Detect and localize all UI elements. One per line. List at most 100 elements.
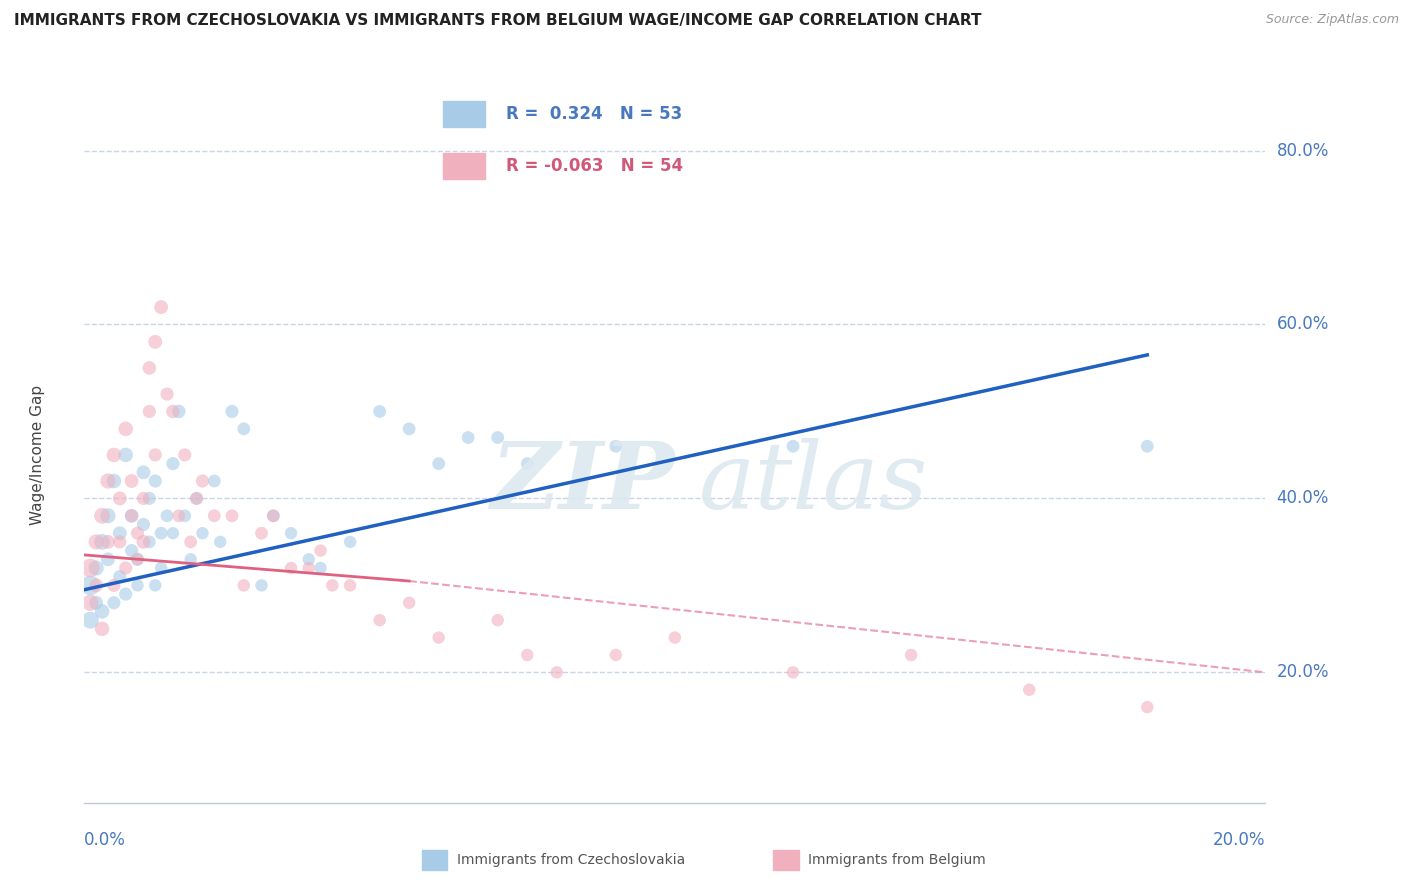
Point xyxy=(138,491,160,506)
Point xyxy=(97,508,120,523)
Point xyxy=(262,508,284,523)
Point xyxy=(202,474,225,488)
Point xyxy=(84,561,107,575)
Point xyxy=(91,622,114,636)
Point xyxy=(97,552,120,566)
Bar xyxy=(443,101,485,127)
Point xyxy=(114,561,136,575)
Point xyxy=(127,578,149,592)
Text: IMMIGRANTS FROM CZECHOSLOVAKIA VS IMMIGRANTS FROM BELGIUM WAGE/INCOME GAP CORREL: IMMIGRANTS FROM CZECHOSLOVAKIA VS IMMIGR… xyxy=(14,13,981,29)
Point xyxy=(127,552,149,566)
Point xyxy=(202,508,225,523)
Point xyxy=(108,570,131,584)
Point xyxy=(339,578,361,592)
Point xyxy=(84,596,107,610)
Point xyxy=(427,457,450,471)
Point xyxy=(84,578,107,592)
Point xyxy=(79,596,101,610)
Text: ZIP: ZIP xyxy=(491,438,675,528)
Point xyxy=(121,474,143,488)
Point xyxy=(782,439,804,453)
Text: 20.0%: 20.0% xyxy=(1213,830,1265,848)
Point xyxy=(150,300,173,314)
Bar xyxy=(443,153,485,178)
Point xyxy=(143,578,166,592)
Point xyxy=(127,552,149,566)
Point xyxy=(321,578,343,592)
Point xyxy=(121,543,143,558)
Point xyxy=(103,474,125,488)
Point xyxy=(298,561,321,575)
Point xyxy=(546,665,568,680)
Point xyxy=(108,491,131,506)
Point xyxy=(162,404,184,418)
Point xyxy=(368,613,391,627)
Text: 60.0%: 60.0% xyxy=(1277,316,1329,334)
Point xyxy=(232,422,254,436)
Text: 80.0%: 80.0% xyxy=(1277,142,1329,160)
Point xyxy=(79,578,101,592)
Point xyxy=(121,508,143,523)
Point xyxy=(1136,439,1159,453)
Point xyxy=(486,613,509,627)
Point xyxy=(127,526,149,541)
Point xyxy=(486,430,509,444)
Point xyxy=(97,474,120,488)
Point xyxy=(368,404,391,418)
Point xyxy=(167,404,190,418)
Point xyxy=(108,534,131,549)
Point xyxy=(209,534,232,549)
Point xyxy=(114,587,136,601)
Point xyxy=(232,578,254,592)
Point xyxy=(162,526,184,541)
Point xyxy=(1136,700,1159,714)
Point xyxy=(156,387,179,401)
Text: R = -0.063   N = 54: R = -0.063 N = 54 xyxy=(506,157,683,175)
Point xyxy=(79,561,101,575)
Point xyxy=(91,534,114,549)
Point xyxy=(298,552,321,566)
Point xyxy=(132,491,155,506)
Point xyxy=(91,508,114,523)
Point xyxy=(180,534,202,549)
Point xyxy=(516,457,538,471)
Text: Immigrants from Belgium: Immigrants from Belgium xyxy=(808,853,986,867)
Point xyxy=(173,448,195,462)
Point xyxy=(84,534,107,549)
Point xyxy=(103,578,125,592)
Point xyxy=(138,404,160,418)
Point xyxy=(398,596,420,610)
Point xyxy=(121,508,143,523)
Point xyxy=(150,526,173,541)
Point xyxy=(150,561,173,575)
Point xyxy=(250,526,273,541)
Point xyxy=(309,561,332,575)
Point xyxy=(339,534,361,549)
Point xyxy=(103,596,125,610)
Point xyxy=(103,448,125,462)
Point xyxy=(132,534,155,549)
Point xyxy=(605,439,627,453)
Point xyxy=(1018,682,1040,697)
Point xyxy=(173,508,195,523)
Point xyxy=(167,508,190,523)
Text: 0.0%: 0.0% xyxy=(84,830,127,848)
Point xyxy=(457,430,479,444)
Point xyxy=(280,526,302,541)
Point xyxy=(221,404,243,418)
Point xyxy=(605,648,627,662)
Point xyxy=(143,474,166,488)
Point xyxy=(138,534,160,549)
Point xyxy=(191,474,214,488)
Text: R =  0.324   N = 53: R = 0.324 N = 53 xyxy=(506,105,682,123)
Point xyxy=(221,508,243,523)
Point xyxy=(156,508,179,523)
Point xyxy=(782,665,804,680)
Point xyxy=(186,491,208,506)
Text: atlas: atlas xyxy=(699,438,928,528)
Point xyxy=(108,526,131,541)
Point xyxy=(143,334,166,349)
Point xyxy=(516,648,538,662)
Bar xyxy=(773,850,799,870)
Point xyxy=(114,422,136,436)
